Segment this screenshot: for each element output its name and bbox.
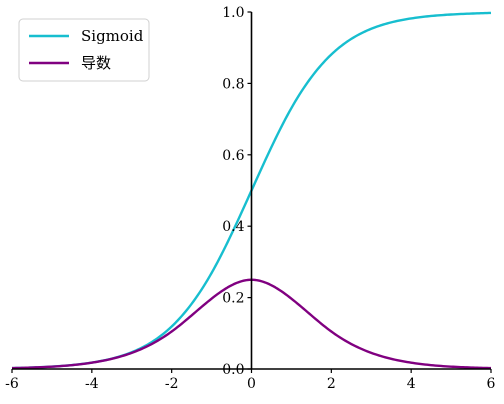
legend-label-1: 导数 [81, 54, 111, 72]
x-tick-label: -6 [5, 376, 19, 392]
y-tick-label: 0.4 [222, 219, 244, 235]
y-tick-label: 0.6 [222, 148, 244, 164]
y-tick-label: 0.2 [222, 291, 244, 307]
legend: Sigmoid 导数 [19, 19, 149, 81]
x-tick-label: 2 [327, 376, 336, 392]
x-tick-label: -4 [85, 376, 99, 392]
legend-label-0: Sigmoid [81, 27, 144, 45]
x-tick-label: 6 [487, 376, 496, 392]
y-tick-label: 0.0 [222, 362, 244, 378]
x-tick-label: -2 [165, 376, 179, 392]
x-tick-label: 4 [407, 376, 416, 392]
y-tick-label: 0.8 [222, 76, 244, 92]
x-tick-label: 0 [247, 376, 256, 392]
y-tick-label: 1.0 [222, 5, 244, 21]
